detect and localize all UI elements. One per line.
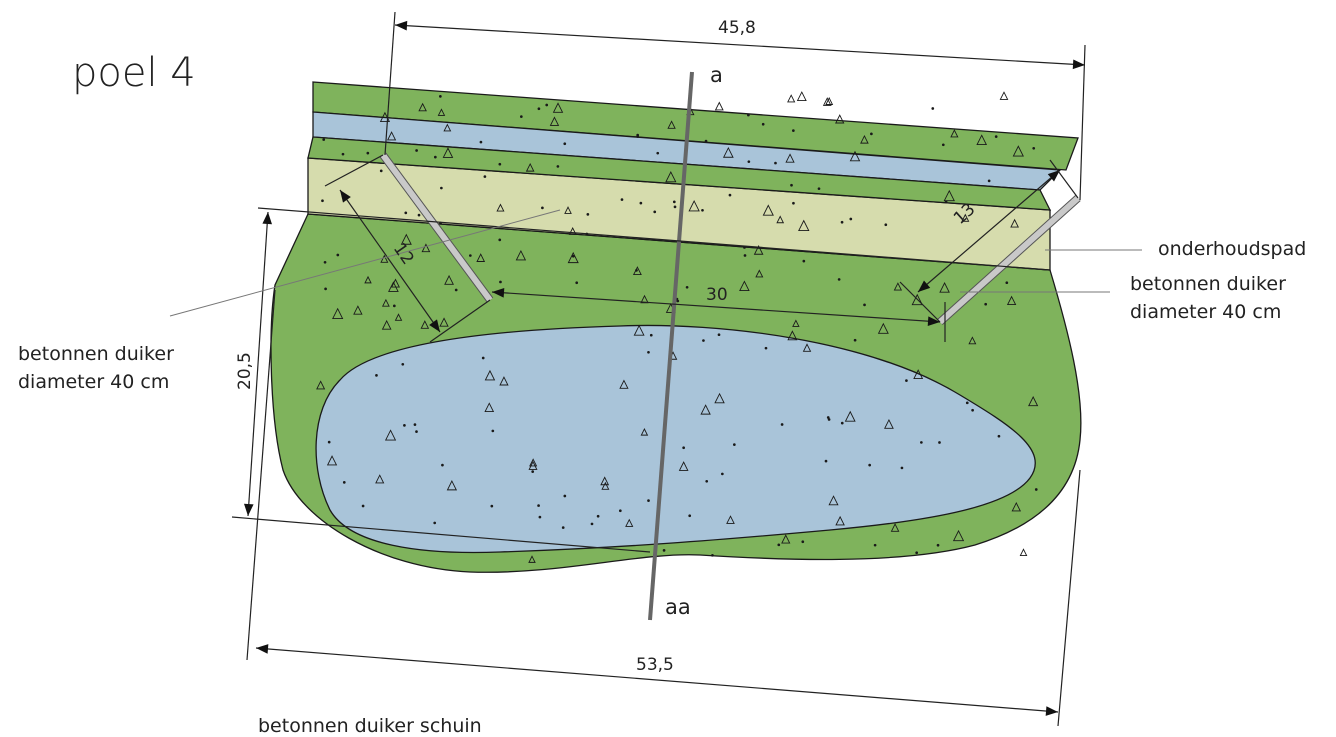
section-line [648, 71, 694, 621]
label-culvert-right-2: diameter 40 cm [1130, 301, 1281, 323]
label-culvert-left-2: diameter 40 cm [18, 371, 169, 393]
grass-strip-top [312, 81, 1079, 171]
dim-culvert-spacing-line [491, 288, 941, 326]
label-maintenance-path: onderhoudspad [1158, 238, 1306, 260]
dim-left-culvert-line [339, 189, 441, 333]
label-culvert-right-1: betonnen duiker [1130, 273, 1286, 295]
dim-top-ext-right [1079, 44, 1086, 201]
dim-right-culvert-line [917, 169, 1061, 293]
dim-bottom-width-text: 53,5 [636, 655, 674, 675]
label-culvert-left-1: betonnen duiker [18, 343, 174, 365]
drawing-title: poel 4 [72, 50, 196, 96]
dim-culvert-spacing-text: 30 [706, 285, 728, 305]
section-marker-top: a [710, 63, 723, 87]
dim-top-ext-left [384, 11, 396, 156]
label-culvert-oblique: betonnen duiker schuin [258, 715, 482, 737]
dim-left-height-line [243, 211, 273, 517]
pond-water [315, 324, 1036, 554]
dim-top-width-line [394, 20, 1086, 70]
dim-bottom-width-line [255, 644, 1059, 716]
dim-left-culvert-ext2 [429, 299, 491, 343]
dim-left-height-text: 20,5 [235, 352, 255, 390]
ground-texture [316, 91, 1039, 563]
dim-bottom-ext-right [1057, 469, 1081, 727]
leader-culvert-left [169, 209, 561, 317]
dim-left-culvert-ext1 [324, 154, 384, 187]
section-marker-bottom: aa [665, 595, 691, 619]
dim-left-ext-bottom [231, 516, 651, 553]
dim-top-width-text: 45,8 [718, 18, 756, 38]
dim-right-culvert-ext1 [1049, 159, 1079, 199]
